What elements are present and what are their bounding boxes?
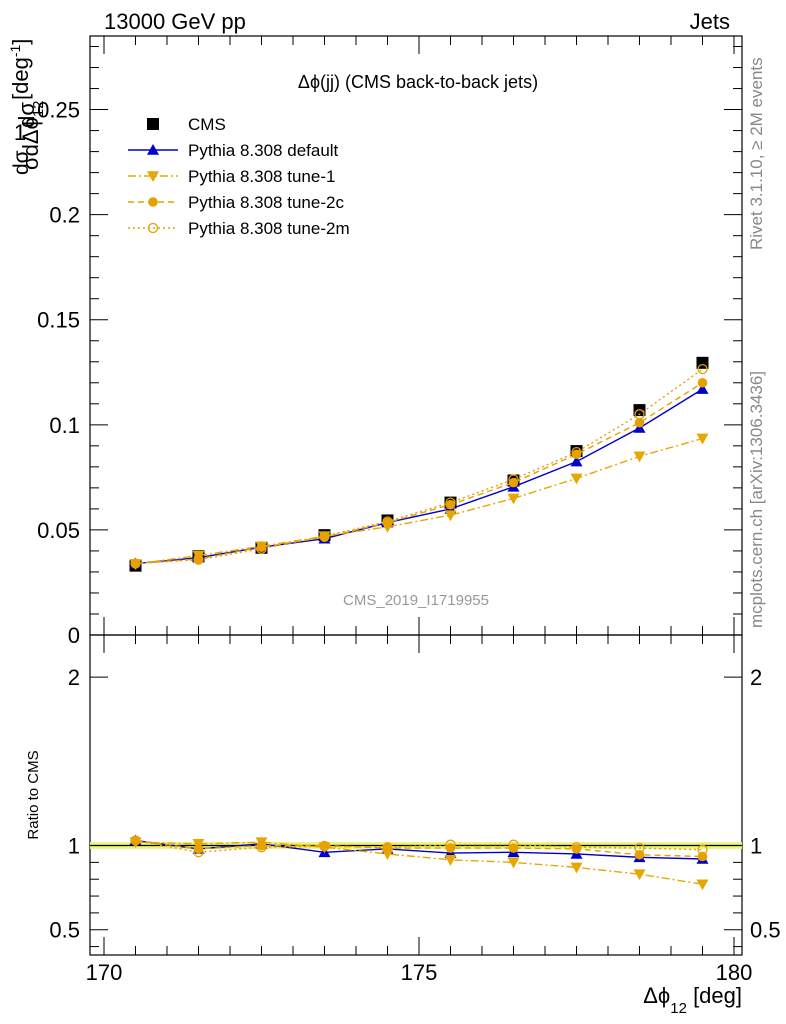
- ratio-line-pythia-8-308-tune-2m: [135, 839, 703, 853]
- y-tick-label-main: 0.2: [49, 203, 80, 228]
- legend-label-pythia-8-308-default: Pythia 8.308 default: [188, 141, 339, 160]
- main-point-pythia-8-308-tune-2m: [256, 543, 267, 554]
- main-point-pythia-8-308-tune-2m: [193, 554, 204, 565]
- main-point-pythia-8-308-tune-2m: [571, 446, 582, 458]
- main-y-axis-label: 1 . dσ dσ σdΔϕ12 [deg-1]: [7, 39, 47, 175]
- ratio-point-pythia-8-308-tune-1: [633, 869, 646, 881]
- main-plot-curves: [129, 356, 709, 572]
- y-tick-label-main: 0.05: [37, 518, 80, 543]
- ratio-point-pythia-8-308-tune-2m: [634, 842, 645, 854]
- main-point-pythia-8-308-tune-2m: [508, 474, 519, 485]
- plot-title: Δϕ(jj) (CMS back-to-back jets): [298, 72, 538, 92]
- y-tick-label-main: 0.1: [49, 413, 80, 438]
- ratio-point-pythia-8-308-tune-2c: [508, 843, 519, 853]
- legend-marker-cms: [147, 118, 159, 130]
- legend-label-pythia-8-308-tune-2m: Pythia 8.308 tune-2m: [188, 219, 350, 238]
- ratio-point-pythia-8-308-tune-2m: [130, 835, 141, 846]
- ratio-plot-frame: [89, 634, 743, 956]
- y-tick-label-ratio: 0.5: [49, 918, 80, 943]
- main-point-pythia-8-308-tune-2m: [634, 409, 645, 420]
- legend-marker-pythia-8-308-tune-2c: [148, 197, 158, 207]
- ratio-line-pythia-8-308-tune-2c: [135, 839, 703, 858]
- ratio-point-pythia-8-308-tune-1: [381, 849, 394, 860]
- svg-text:[deg-1]: [deg-1]: [7, 39, 33, 100]
- main-point-pythia-8-308-tune-1: [696, 433, 709, 445]
- y-tick-label-main: 0: [68, 623, 80, 648]
- main-point-pythia-8-308-tune-2m: [697, 363, 708, 375]
- legend-label-pythia-8-308-tune-2c: Pythia 8.308 tune-2c: [188, 193, 344, 212]
- ratio-y-axis-label: Ratio to CMS: [25, 750, 42, 839]
- y-tick-label-ratio-right: 0.5: [750, 918, 781, 943]
- y-tick-label-main: 0.25: [37, 98, 80, 123]
- y-tick-label-main: 0.15: [37, 308, 80, 333]
- x-tick-label: 180: [716, 960, 753, 985]
- legend-label-pythia-8-308-tune-1: Pythia 8.308 tune-1: [188, 167, 335, 186]
- legend-marker-pythia-8-308-tune-2m: [147, 222, 159, 234]
- analysis-id: CMS_2019_I1719955: [343, 592, 489, 609]
- y-tick-label-ratio-right: 2: [750, 665, 762, 690]
- main-line-pythia-8-308-default: [135, 388, 703, 565]
- main-point-pythia-8-308-tune-2c: [193, 554, 204, 564]
- ratio-point-pythia-8-308-tune-2m: [508, 839, 519, 850]
- main-line-pythia-8-308-tune-2m: [135, 368, 703, 565]
- main-point-pythia-8-308-default: [570, 455, 583, 467]
- legend-marker-pythia-8-308-default: [147, 144, 159, 155]
- ratio-point-pythia-8-308-tune-2m: [697, 844, 708, 855]
- ratio-point-pythia-8-308-tune-2m: [445, 839, 456, 850]
- main-line-pythia-8-308-tune-1: [135, 437, 703, 565]
- main-point-pythia-8-308-tune-2m: [382, 516, 393, 527]
- main-point-pythia-8-308-tune-1: [633, 451, 646, 463]
- x-tick-label: 170: [86, 960, 123, 985]
- svg-text:dσ: dσ: [10, 150, 33, 175]
- ratio-point-pythia-8-308-tune-1: [696, 879, 709, 891]
- main-point-pythia-8-308-tune-1: [507, 493, 520, 505]
- category-label: Jets: [690, 9, 730, 34]
- ratio-point-pythia-8-308-tune-2m: [571, 842, 582, 853]
- svg-text:1: 1: [14, 120, 26, 145]
- ratio-plot-curves: [129, 834, 709, 891]
- ratio-point-pythia-8-308-tune-1: [570, 862, 583, 874]
- ratio-point-pythia-8-308-tune-2m: [193, 847, 204, 858]
- ratio-point-pythia-8-308-tune-2c: [382, 843, 393, 853]
- axis-ticks: 170 175 180 0 0.05 0.1 0.15 0.2 0.25 0.5 0.5 1 1 2 2: [37, 36, 781, 985]
- energy-label: 13000 GeV pp: [104, 9, 246, 34]
- y-tick-label-ratio-right: 1: [750, 834, 762, 859]
- x-axis-label: Δϕ12 [deg]: [643, 983, 742, 1017]
- ratio-point-pythia-8-308-tune-1: [507, 857, 520, 869]
- ratio-point-pythia-8-308-tune-2c: [319, 840, 330, 851]
- main-point-pythia-8-308-tune-2m: [130, 558, 141, 569]
- y-tick-label-ratio: 1: [68, 834, 80, 859]
- legend-marker-pythia-8-308-tune-1: [147, 171, 159, 182]
- main-point-pythia-8-308-tune-2c: [697, 377, 708, 388]
- legend-label-cms: CMS: [188, 115, 226, 134]
- legend: CMS Pythia 8.308 default Pythia 8.308 tune…: [128, 115, 350, 238]
- y-tick-label-ratio: 2: [68, 665, 80, 690]
- main-point-pythia-8-308-tune-1: [444, 510, 457, 522]
- svg-text:dσ: dσ: [14, 102, 39, 128]
- main-point-pythia-8-308-default: [696, 383, 709, 394]
- ratio-point-pythia-8-308-tune-2m: [382, 842, 393, 853]
- rivet-side-label: Rivet 3.1.10, ≥ 2M events: [747, 57, 766, 250]
- ratio-line-pythia-8-308-default: [135, 839, 703, 860]
- main-point-pythia-8-308-tune-2m: [319, 531, 330, 542]
- mcplots-side-label: mcplots.cern.ch [arXiv:1306.3436]: [747, 371, 766, 628]
- ratio-point-pythia-8-308-tune-2m: [319, 841, 330, 852]
- main-line-pythia-8-308-tune-2c: [135, 382, 703, 565]
- main-point-pythia-8-308-tune-2c: [634, 417, 645, 428]
- ratio-point-pythia-8-308-tune-2m: [256, 842, 267, 853]
- x-tick-label: 175: [401, 960, 438, 985]
- main-point-pythia-8-308-tune-2m: [445, 497, 456, 508]
- main-point-pythia-8-308-tune-1: [570, 473, 583, 485]
- ratio-point-pythia-8-308-tune-2c: [445, 843, 456, 853]
- ratio-point-pythia-8-308-tune-1: [444, 855, 457, 866]
- ratio-line-pythia-8-308-tune-1: [135, 841, 703, 885]
